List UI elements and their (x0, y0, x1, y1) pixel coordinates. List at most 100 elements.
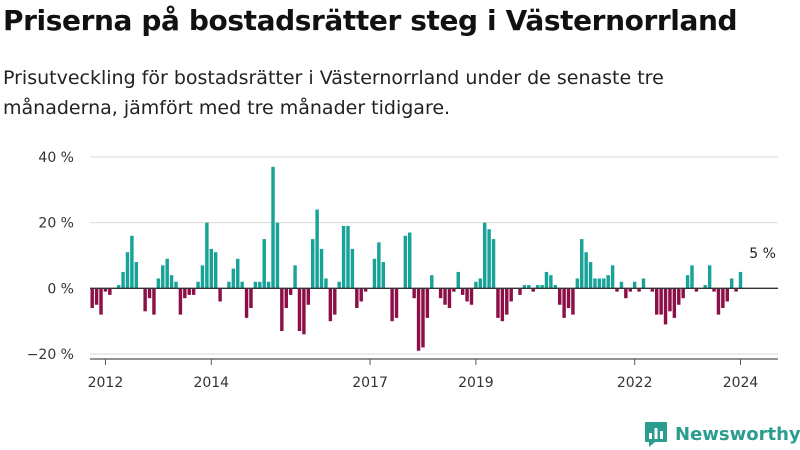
bar (535, 285, 540, 289)
bar (178, 288, 183, 315)
newsworthy-logo-icon (645, 421, 667, 447)
bar (152, 288, 156, 315)
bar (549, 275, 553, 289)
y-tick-label: −20 % (27, 347, 74, 363)
bar (496, 288, 500, 318)
bar (319, 248, 324, 289)
bar (165, 258, 169, 289)
bar (430, 275, 434, 289)
bar (355, 288, 359, 309)
bar (690, 265, 694, 289)
bar (403, 235, 408, 289)
bar (130, 235, 134, 289)
bar (121, 271, 125, 289)
chart-subtitle: Prisutveckling för bostadsrätter i Väste… (3, 67, 664, 119)
x-tick-label: 2017 (352, 375, 388, 391)
bar (191, 288, 196, 295)
bar (293, 265, 297, 289)
bar (271, 166, 275, 289)
bar (478, 278, 483, 289)
bar (161, 265, 165, 289)
bar (668, 288, 672, 312)
bar (721, 288, 725, 309)
axes (90, 287, 778, 365)
bar (174, 281, 178, 289)
bar (460, 288, 465, 295)
bar (408, 232, 412, 289)
bar (187, 288, 191, 295)
x-tick-label: 2014 (193, 375, 229, 391)
bar (394, 288, 399, 318)
bar (672, 288, 677, 318)
bar (425, 288, 430, 318)
bar (306, 288, 311, 305)
bar (236, 258, 240, 289)
bar (116, 285, 121, 289)
bar (266, 281, 271, 289)
bar (610, 265, 615, 289)
y-tick-label: 40 % (38, 150, 74, 166)
bar (522, 285, 527, 289)
bar (694, 288, 699, 292)
bar (315, 209, 319, 289)
bar (231, 268, 236, 289)
bar (196, 281, 200, 289)
bar (328, 288, 333, 322)
y-tick-label: 0 % (47, 281, 74, 297)
bar (509, 288, 513, 302)
bar (641, 278, 646, 289)
bar (438, 288, 443, 299)
bar (302, 288, 306, 335)
bar (729, 278, 734, 289)
bar (593, 278, 597, 289)
bar (297, 288, 302, 332)
bar (500, 288, 505, 322)
bar (557, 288, 562, 305)
latest-value-label: 5 % (749, 246, 776, 262)
bar (337, 281, 341, 289)
bar (253, 281, 258, 289)
x-tick-label: 2012 (88, 375, 124, 391)
bar (205, 222, 209, 289)
x-tick-label: 2024 (723, 375, 759, 391)
bar (685, 275, 690, 289)
bar (584, 252, 588, 289)
bar (703, 285, 707, 289)
bar (465, 288, 469, 302)
bar (553, 285, 558, 289)
bar (359, 288, 363, 302)
bar (103, 288, 108, 292)
bar (200, 265, 205, 289)
bar (606, 275, 610, 289)
bar-chart: −20 % 0 % 20 % 40 % 2012 2014 2017 2019 2022 2024… (27, 150, 778, 391)
bar (738, 271, 743, 289)
bar (249, 288, 253, 309)
bar (218, 288, 222, 302)
bar (90, 288, 94, 309)
bar (350, 248, 355, 289)
bar (125, 252, 130, 289)
bar (712, 288, 716, 292)
bar (602, 278, 606, 289)
bar (531, 288, 535, 292)
bar (619, 281, 624, 289)
bar (447, 288, 452, 309)
bars (90, 166, 743, 351)
bar (575, 278, 580, 289)
bar (209, 248, 214, 289)
bar (390, 288, 394, 322)
bar (333, 288, 337, 315)
bar (143, 288, 147, 312)
bar (707, 265, 712, 289)
bar (452, 288, 456, 292)
y-tick-label: 20 % (38, 216, 74, 232)
bar (597, 278, 602, 289)
bar (288, 288, 293, 295)
bar (275, 222, 280, 289)
bar (637, 288, 641, 292)
bar (421, 288, 425, 348)
bar (156, 278, 161, 289)
bar (310, 239, 315, 289)
bar (632, 281, 637, 289)
bar (518, 288, 522, 295)
